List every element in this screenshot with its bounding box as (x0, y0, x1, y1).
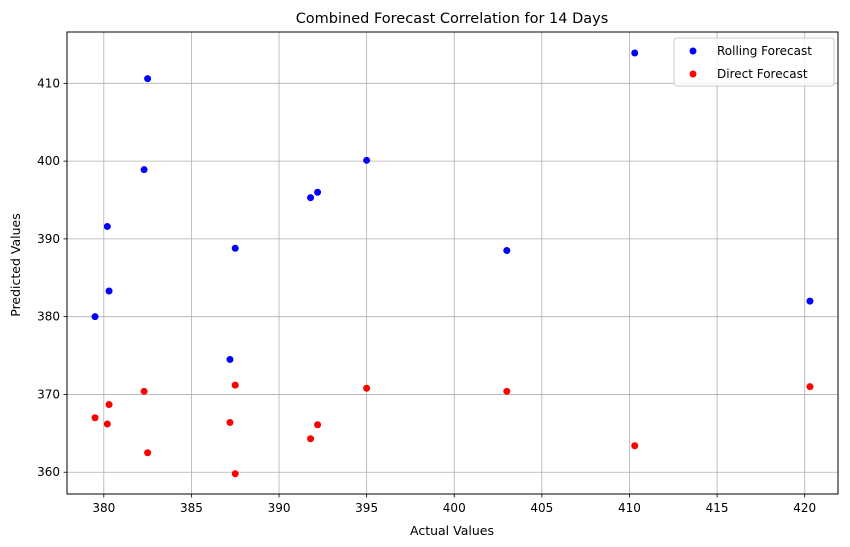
data-point (91, 313, 99, 321)
data-point (363, 156, 371, 164)
x-axis-ticks: 380 385 390 395 400 405 410 415 420 (92, 494, 816, 515)
data-point (144, 449, 152, 457)
x-tick-label: 420 (793, 501, 816, 515)
data-point (103, 222, 111, 230)
x-tick-label: 415 (706, 501, 729, 515)
data-point (631, 49, 639, 57)
data-points (91, 49, 814, 478)
data-point (91, 414, 99, 422)
series-rolling-forecast (91, 49, 814, 363)
x-tick-label: 410 (618, 501, 641, 515)
data-point (503, 247, 511, 255)
data-point (226, 355, 234, 363)
data-point (314, 421, 322, 429)
data-point (363, 384, 371, 392)
y-tick-label: 360 (37, 465, 60, 479)
data-point (140, 387, 148, 395)
data-point (226, 418, 234, 426)
data-point (307, 435, 315, 443)
x-tick-label: 385 (180, 501, 203, 515)
y-tick-label: 370 (37, 387, 60, 401)
data-point (103, 420, 111, 428)
y-axis-label: Predicted Values (8, 213, 23, 317)
data-point (806, 383, 814, 391)
series-direct-forecast (91, 381, 814, 478)
legend: Rolling Forecast Direct Forecast (673, 37, 835, 87)
x-axis-label: Actual Values (410, 523, 494, 538)
legend-marker-direct (689, 70, 697, 78)
data-point (307, 194, 315, 202)
data-point (806, 297, 814, 305)
data-point (231, 244, 239, 252)
x-tick-label: 380 (92, 501, 115, 515)
grid-lines (67, 32, 838, 494)
data-point (231, 381, 239, 389)
data-point (140, 166, 148, 174)
legend-box (673, 37, 835, 87)
legend-label-rolling: Rolling Forecast (717, 44, 812, 58)
y-tick-label: 410 (37, 76, 60, 90)
data-point (105, 401, 113, 409)
plot-frame (66, 31, 839, 495)
legend-marker-rolling (689, 47, 697, 55)
data-point (144, 75, 152, 83)
y-tick-label: 380 (37, 310, 60, 324)
x-tick-label: 395 (355, 501, 378, 515)
data-point (631, 442, 639, 450)
data-point (231, 470, 239, 478)
data-point (105, 287, 113, 295)
data-point (503, 387, 511, 395)
y-tick-label: 390 (37, 232, 60, 246)
data-point (314, 188, 322, 196)
x-tick-label: 400 (443, 501, 466, 515)
x-tick-label: 405 (530, 501, 553, 515)
x-tick-label: 390 (268, 501, 291, 515)
y-tick-label: 400 (37, 154, 60, 168)
legend-label-direct: Direct Forecast (717, 67, 808, 81)
chart-title: Combined Forecast Correlation for 14 Day… (296, 11, 609, 27)
y-axis-ticks: 360 370 380 390 400 410 (37, 76, 67, 479)
